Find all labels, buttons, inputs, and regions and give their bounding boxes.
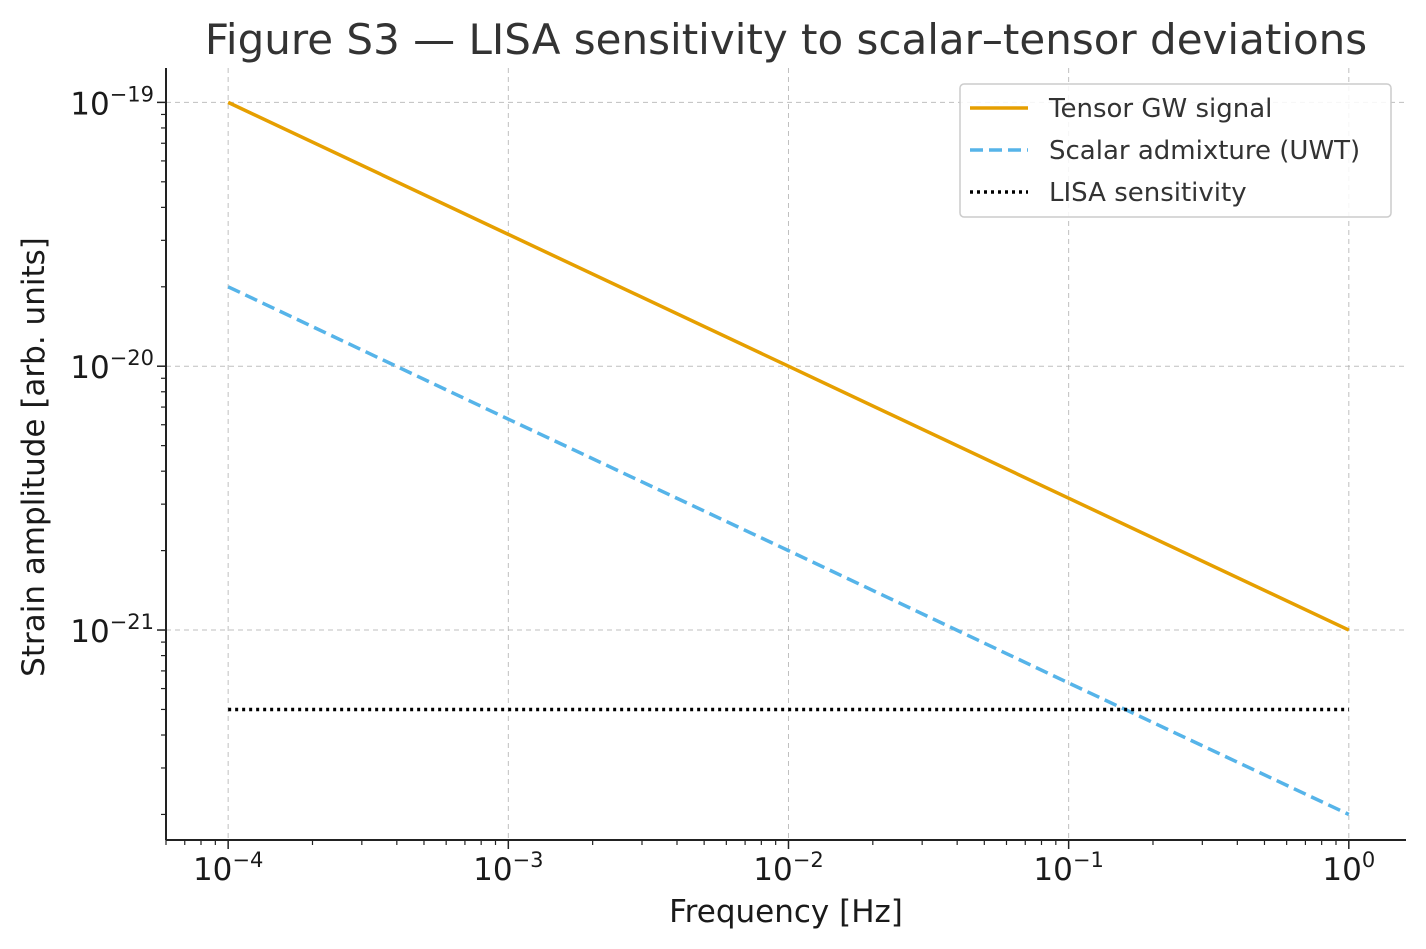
chart-title: Figure S3 — LISA sensitivity to scalar–t… [205,15,1367,64]
x-tick-label: 10−3 [473,848,543,888]
x-axis-label: Frequency [Hz] [669,894,903,930]
axes [165,68,1406,841]
x-tick-label: 10−4 [193,848,263,888]
legend-label-2: Scalar admixture (UWT) [1049,136,1360,166]
x-tick-label: 10−1 [1033,848,1103,888]
x-tick-label: 100 [1322,848,1375,888]
ticks: 10−4 10−3 10−2 10−1 100 10−19 10−20 10−21 [70,82,1375,888]
y-tick-label: 10−20 [70,346,154,386]
series-line-1 [227,100,1350,632]
x-tick-label: 10−2 [753,848,823,888]
legend: Tensor GW signal Scalar admixture (UWT) LI… [959,83,1392,218]
y-axis-label: Strain amplitude [arb. units] [16,237,52,677]
series-line-2 [227,285,1350,817]
legend-box [959,83,1392,218]
legend-label-3: LISA sensitivity [1049,178,1247,208]
series-layer [227,100,1350,817]
y-tick-label: 10−19 [70,82,154,122]
legend-label-1: Tensor GW signal [1048,94,1272,124]
y-tick-label: 10−21 [70,610,154,650]
